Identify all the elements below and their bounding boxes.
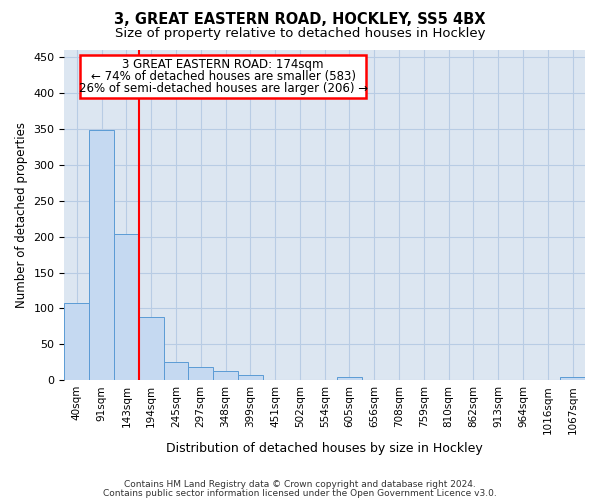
Bar (64, 302, 89, 380)
Y-axis label: Number of detached properties: Number of detached properties (15, 122, 28, 308)
Text: 3 GREAT EASTERN ROAD: 174sqm: 3 GREAT EASTERN ROAD: 174sqm (122, 58, 324, 71)
Text: Contains public sector information licensed under the Open Government Licence v3: Contains public sector information licen… (103, 488, 497, 498)
Text: Size of property relative to detached houses in Hockley: Size of property relative to detached ho… (115, 28, 485, 40)
Bar (139, 317, 164, 380)
Text: ← 74% of detached houses are smaller (583): ← 74% of detached houses are smaller (58… (91, 70, 356, 83)
Text: 26% of semi-detached houses are larger (206) →: 26% of semi-detached houses are larger (… (79, 82, 368, 95)
Bar (114, 234, 139, 380)
Bar (89, 130, 114, 380)
Bar (560, 378, 585, 380)
Bar (164, 362, 188, 380)
Text: 3, GREAT EASTERN ROAD, HOCKLEY, SS5 4BX: 3, GREAT EASTERN ROAD, HOCKLEY, SS5 4BX (114, 12, 486, 28)
Bar (238, 375, 263, 380)
Bar (337, 376, 362, 380)
Text: Contains HM Land Registry data © Crown copyright and database right 2024.: Contains HM Land Registry data © Crown c… (124, 480, 476, 489)
FancyBboxPatch shape (80, 55, 367, 98)
Bar (213, 371, 238, 380)
Bar (188, 368, 213, 380)
X-axis label: Distribution of detached houses by size in Hockley: Distribution of detached houses by size … (166, 442, 483, 455)
